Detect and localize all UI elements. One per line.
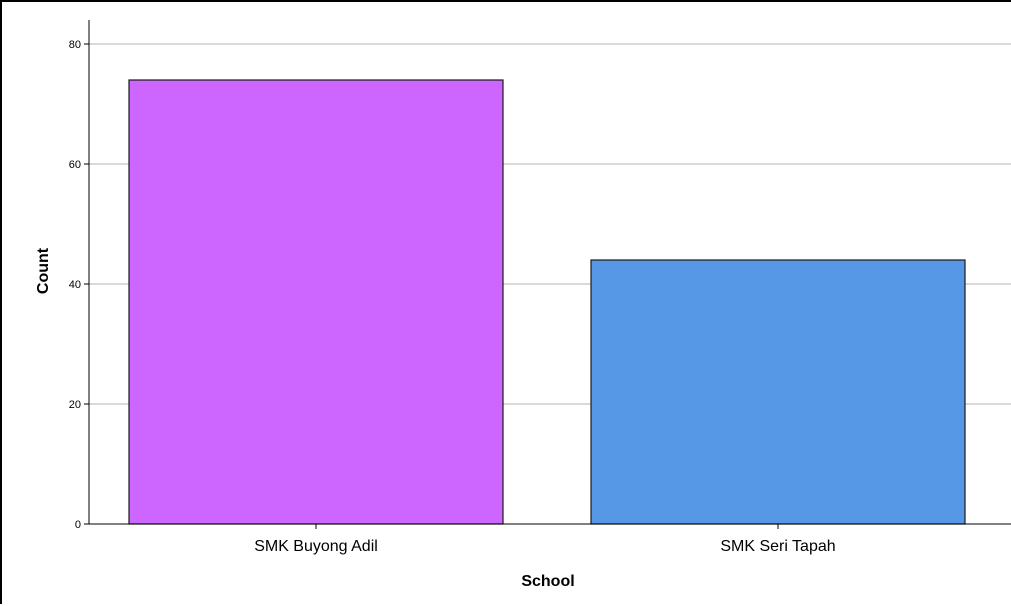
y-axis-title: Count (35, 247, 52, 294)
bars (128, 79, 966, 525)
axes (88, 20, 1011, 525)
x-axis-title: School (521, 573, 574, 590)
bar-smk-buyong-adil (128, 79, 504, 525)
y-tick-label: 20 (69, 399, 81, 411)
y-tick-label: 0 (75, 519, 81, 531)
bar-smk-seri-tapah (590, 259, 966, 525)
y-tick-label: 40 (69, 279, 81, 291)
y-axis-ticks: 0 20 40 60 80 (69, 39, 89, 531)
y-tick-label: 80 (69, 39, 81, 51)
x-category-label: SMK Seri Tapah (720, 538, 835, 555)
x-category-label: SMK Buyong Adil (254, 538, 378, 555)
y-tick-label: 60 (69, 159, 81, 171)
x-axis-category-labels: SMK Buyong Adil SMK Seri Tapah (254, 524, 836, 555)
